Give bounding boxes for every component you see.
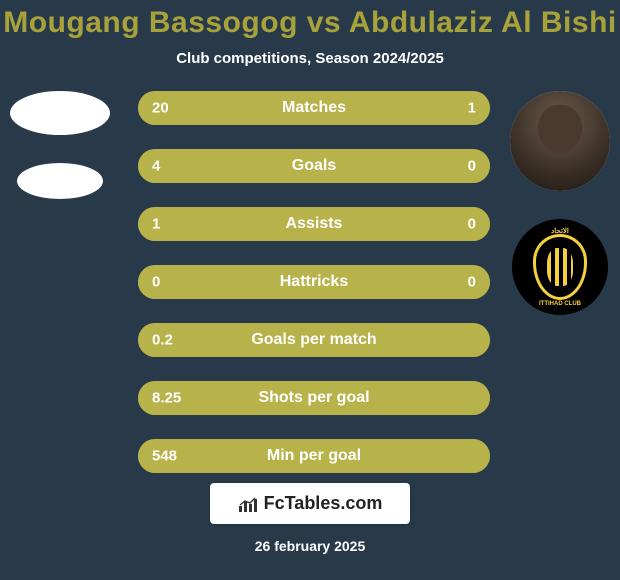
stat-value-left: 0.2	[152, 332, 173, 349]
stat-row: 0.2 Goals per match	[138, 323, 490, 357]
stat-value-right: 1	[468, 100, 476, 117]
date-text: 26 february 2025	[255, 538, 366, 554]
stat-value-right: 0	[468, 216, 476, 233]
player-left-avatar-placeholder	[10, 91, 110, 135]
subtitle: Club competitions, Season 2024/2025	[176, 50, 444, 67]
player-left-club-placeholder	[17, 163, 103, 199]
player-right-column: الاتحاد ITTIHAD CLUB	[500, 91, 620, 315]
stat-row: 8.25 Shots per goal	[138, 381, 490, 415]
badge-stripes-icon	[547, 248, 572, 286]
stat-label: Goals per match	[251, 331, 376, 349]
fctables-logo: FcTables.com	[210, 483, 411, 524]
player-photo-icon	[510, 91, 610, 191]
stat-row: 548 Min per goal	[138, 439, 490, 473]
stat-row: 0 Hattricks 0	[138, 265, 490, 299]
stat-row: 1 Assists 0	[138, 207, 490, 241]
badge-inner-icon	[533, 234, 588, 299]
stat-value-left: 548	[152, 448, 177, 465]
stat-value-right: 0	[468, 274, 476, 291]
player-right-club-badge: الاتحاد ITTIHAD CLUB	[512, 219, 608, 315]
stat-row: 4 Goals 0	[138, 149, 490, 183]
main-area: الاتحاد ITTIHAD CLUB 20 Matches 1 4 Goals 0 1 A…	[0, 91, 620, 483]
stat-label: Goals	[292, 157, 336, 175]
stat-value-left: 1	[152, 216, 160, 233]
player-right-avatar	[510, 91, 610, 191]
stat-label: Min per goal	[267, 447, 361, 465]
stat-label: Shots per goal	[258, 389, 369, 407]
stat-bars-container: 20 Matches 1 4 Goals 0 1 Assists 0 0 Hattricks 0 0.2…	[138, 91, 490, 485]
player-left-column	[0, 91, 120, 199]
logo-chart-icon	[238, 496, 258, 512]
stat-label: Hattricks	[280, 273, 348, 291]
page-title: Mougang Bassogog vs Abdulaziz Al Bishi	[3, 6, 616, 40]
stat-label: Matches	[282, 99, 346, 117]
stat-label: Assists	[286, 215, 343, 233]
stat-value-left: 4	[152, 158, 160, 175]
stat-row: 20 Matches 1	[138, 91, 490, 125]
footer: FcTables.com 26 february 2025	[0, 483, 620, 580]
badge-text-bottom: ITTIHAD CLUB	[516, 301, 604, 307]
logo-text: FcTables.com	[264, 493, 383, 514]
stat-value-left: 8.25	[152, 390, 181, 407]
ittihad-badge-icon: الاتحاد ITTIHAD CLUB	[512, 219, 608, 315]
stat-value-right: 0	[468, 158, 476, 175]
stat-value-left: 0	[152, 274, 160, 291]
infographic-root: Mougang Bassogog vs Abdulaziz Al Bishi C…	[0, 0, 620, 580]
stat-value-left: 20	[152, 100, 169, 117]
